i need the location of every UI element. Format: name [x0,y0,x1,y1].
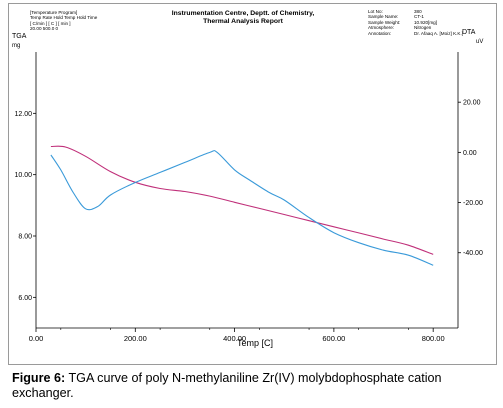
info-value: 10.920[mg] [414,19,437,25]
tga-curve [50,145,434,255]
right-y-tick-label: 0.00 [463,150,477,157]
info-label: Sample Weight: [368,19,401,25]
left-y-tick-label: 8.00 [18,234,32,241]
tga-axis-label: TGA [12,33,27,40]
left-y-tick-label: 6.00 [18,295,32,302]
info-label: Atmosphere: [368,25,395,31]
right-y-tick-label: -20.00 [463,200,483,207]
tga-axis-unit: mg [12,43,20,49]
program-values: 20.00 500.0 0 [30,26,59,32]
info-row-annotation: Annotation: Dr. Afaaq A. [Moiz] K.K.] [368,31,463,36]
right-y-axis: -40.00 -20.00 0.00 20.00 [458,100,483,257]
left-y-tick-label: 12.00 [14,111,32,118]
x-axis-label: Temp [C] [237,338,273,348]
figure-caption: Figure 6: TGA curve of poly N-methylanil… [12,371,496,401]
info-value: CT-1 [414,14,424,20]
sample-info: Lot No: 380 Sample Name: CT-1 Sample Weigh… [368,9,463,36]
left-y-axis: 6.00 8.00 10.00 12.00 [14,111,36,302]
report-title-line1: Instrumentation Centre, Deptt. of Chemis… [171,10,315,17]
chart-frame [8,3,497,365]
program-header: [Temperature Program] [30,10,78,15]
x-tick-label: 200.00 [124,334,147,343]
report-title: Instrumentation Centre, Deptt. of Chemis… [148,10,338,27]
series-layer [50,145,434,266]
temperature-program: [Temperature Program] Temp Rate Hold Tem… [30,10,97,32]
x-tick-label: 0.00 [29,334,44,343]
info-row-sample: Sample Name: CT-1 [368,14,463,19]
info-value: Nitrogen [414,25,432,31]
tga-dta-chart: 0.00 200.00 400.00 600.00 800.00 6.00 8.00 10.… [12,29,483,348]
x-tick-label: 400.00 [223,334,246,343]
plot-area [35,52,459,329]
info-row-atmosphere: Atmosphere: Nitrogen [368,25,463,30]
program-columns: Temp Rate Hold Temp Hold Time [30,15,98,21]
x-axis: 0.00 200.00 400.00 600.00 800.00 [29,328,445,343]
left-y-tick-label: 10.00 [14,172,32,179]
info-row-weight: Sample Weight: 10.920[mg] [368,20,463,25]
dta-axis-unit: uV [476,39,483,45]
dta-curve [50,150,434,266]
right-y-tick-label: 20.00 [463,100,481,107]
dta-axis-label: DTA [462,29,476,36]
info-row-lot: Lot No: 380 [368,9,463,14]
program-units: [ C/min ] [ C ] [ min ] [30,20,71,26]
caption-text: TGA curve of poly N-methylaniline Zr(IV)… [12,371,442,400]
info-label: Lot No: [368,9,383,14]
info-label: Annotation: [368,30,392,36]
report-title-line2: Thermal Analysis Report [203,18,283,26]
info-label: Sample Name: [368,14,399,20]
info-value: Dr. Afaaq A. [Moiz] K.K.] [414,30,464,36]
right-y-tick-label: -40.00 [463,250,483,257]
x-tick-label: 800.00 [422,334,445,343]
x-tick-label: 600.00 [322,334,345,343]
info-value: 380 [414,9,422,14]
caption-label: Figure 6: [12,371,66,385]
